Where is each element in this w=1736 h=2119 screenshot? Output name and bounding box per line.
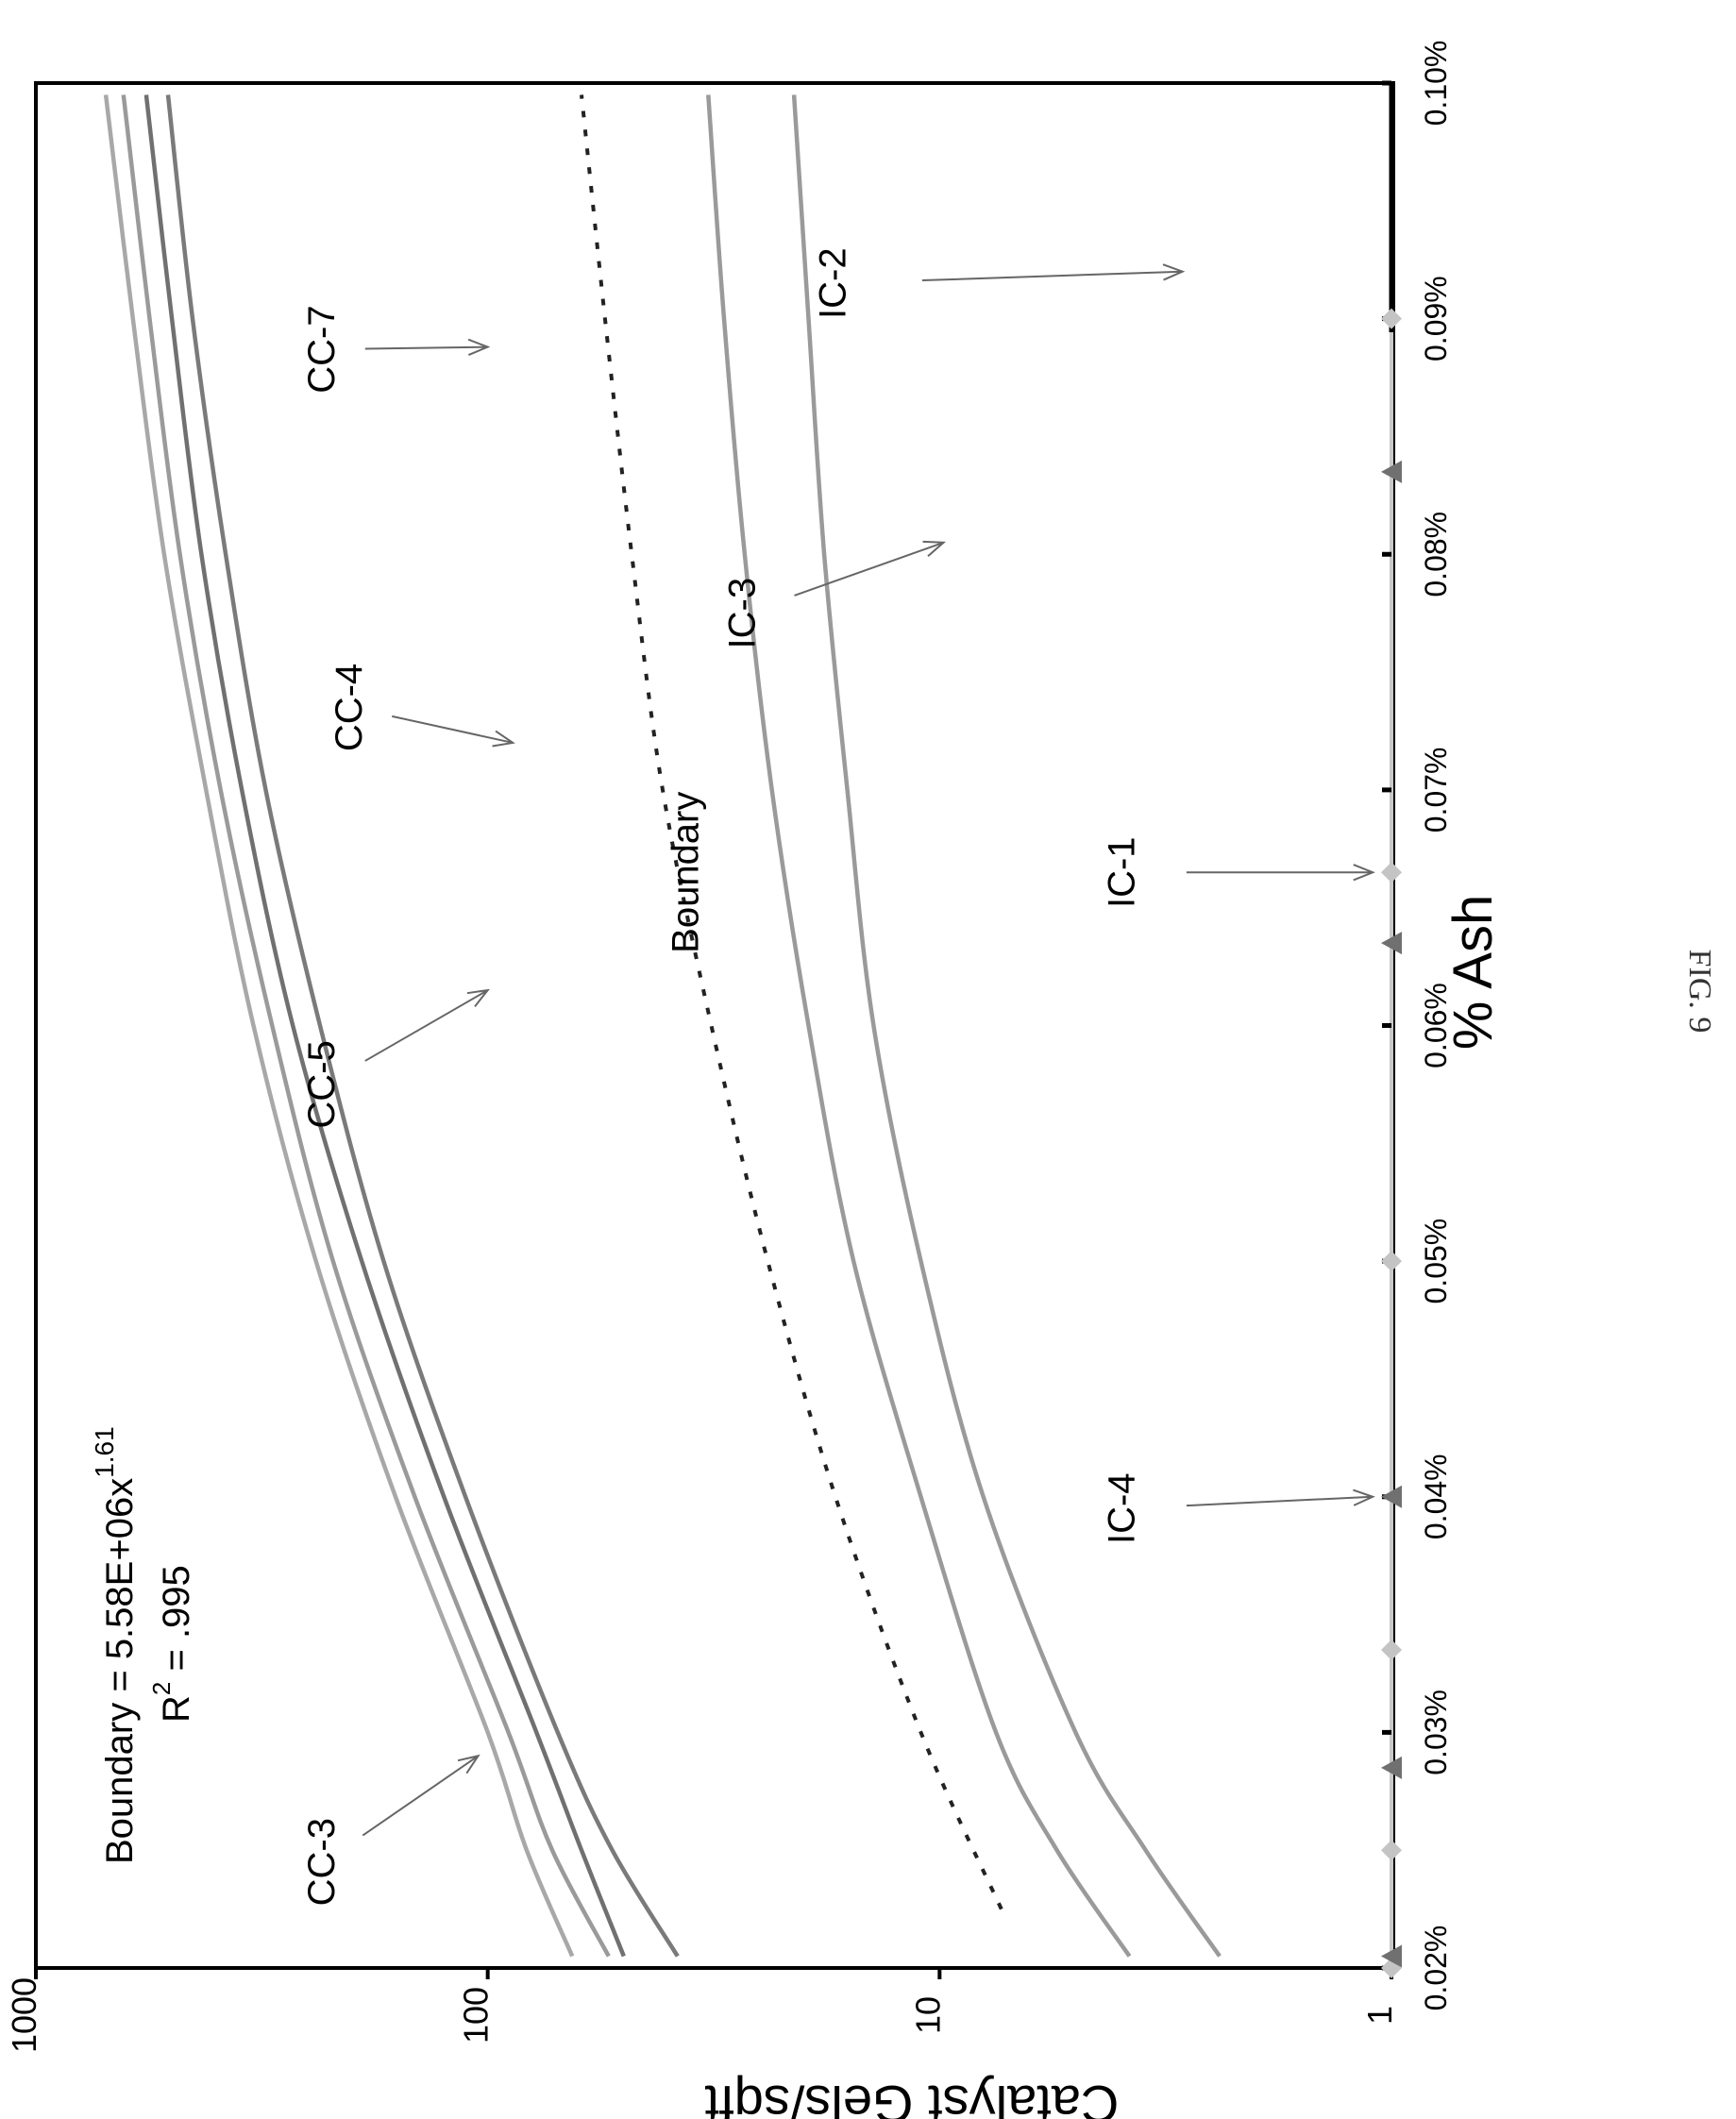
annotation-arrowhead (466, 988, 491, 1007)
annotations: CC-3 CC-5 CC-4 CC-7 Boundary IC-3 IC-2 IC-1 IC-4 (301, 247, 1375, 1906)
x-tick-label: 0.08% (1419, 512, 1453, 597)
annotation-arrow (364, 989, 489, 1062)
annotation-label-ic-2: IC-2 (813, 247, 854, 319)
y-axis-title: Catalyst Gels/sqft (704, 2075, 1119, 2119)
figure-caption: FIG. 9 (1682, 949, 1717, 1034)
equation-line-2: R2 = .995 (147, 1565, 197, 1723)
x-axis-title: % Ash (1442, 895, 1504, 1050)
y-tick-label: 1 (1360, 2006, 1399, 2025)
data-point-diamond (1381, 308, 1402, 329)
x-tick-label: 0.07% (1419, 748, 1453, 833)
series-line-cc-5 (121, 94, 611, 1958)
x-ticks: 0.02% 0.03% 0.04% 0.05% 0.06% 0.07% 0.08% 0.09%… (1382, 41, 1453, 2011)
data-point-diamond (1381, 1840, 1402, 1861)
annotation-label-cc-4: CC-4 (329, 664, 370, 751)
annotation-arrowhead (1162, 263, 1186, 281)
annotation-arrow (392, 715, 514, 744)
data-point-diamond (1381, 862, 1402, 883)
equation-exponent: 1.61 (90, 1426, 119, 1478)
x-tick-label: 0.09% (1419, 276, 1453, 362)
annotation-arrow (364, 345, 488, 350)
equation-main: Boundary = 5.58E+06x (99, 1478, 141, 1864)
y-ticks: 1 10 100 1000 (5, 1968, 1399, 2053)
y-tick-label: 100 (457, 1987, 496, 2043)
annotation-label-ic-3: IC-3 (721, 578, 763, 649)
x-tick-label: 0.02% (1419, 1926, 1453, 2011)
annotation-arrowhead (1353, 864, 1375, 882)
annotation-arrowhead (922, 540, 947, 558)
data-point-diamond (1381, 1251, 1402, 1272)
series-line-cc-7 (165, 94, 680, 1958)
r-squared-value: = .995 (156, 1565, 197, 1681)
series-line-cc-4 (143, 94, 626, 1958)
data-point-diamond (1381, 1640, 1402, 1661)
annotation-label-cc-3: CC-3 (301, 1818, 343, 1906)
plot-frame (34, 81, 1395, 1970)
series-lines (103, 94, 1222, 1958)
annotation-label-boundary: Boundary (666, 792, 707, 953)
y-tick-label: 1000 (5, 1977, 43, 2053)
annotation-arrowhead (457, 1754, 480, 1774)
data-point-triangle (1381, 1944, 1402, 1968)
axis-data-points (1381, 308, 1402, 1978)
equation: Boundary = 5.58E+06x1.61 R2 = .995 (90, 1426, 197, 1864)
equation-line-1: Boundary = 5.58E+06x1.61 (90, 1426, 141, 1864)
annotation-label-ic-1: IC-1 (1102, 836, 1143, 908)
annotation-arrow (794, 541, 944, 597)
data-point-triangle (1381, 1756, 1402, 1779)
annotation-arrowhead (467, 338, 491, 356)
series-line-boundary (580, 94, 1003, 1910)
annotation-label-cc-5: CC-5 (301, 1040, 343, 1128)
r-squared-exponent: 2 (147, 1682, 176, 1695)
x-tick-label: 0.04% (1419, 1454, 1453, 1539)
y-tick-label: 10 (908, 1996, 947, 2034)
annotation-label-cc-7: CC-7 (301, 305, 343, 393)
annotation-arrow (362, 1755, 480, 1837)
annotation-label-ic-4: IC-4 (1102, 1472, 1143, 1544)
x-tick-label: 0.05% (1419, 1219, 1453, 1304)
x-tick-label: 0.06% (1419, 983, 1453, 1068)
x-tick-label: 0.03% (1419, 1690, 1453, 1775)
data-point-triangle (1381, 932, 1402, 955)
annotation-arrow (1186, 1495, 1374, 1507)
series-line-cc-3 (103, 94, 575, 1958)
series-line-ic-3 (706, 94, 1132, 1958)
r-squared-label: R (156, 1695, 197, 1723)
x-tick-label: 0.10% (1419, 41, 1453, 126)
data-point-triangle (1381, 460, 1402, 483)
data-point-triangle (1381, 1485, 1402, 1508)
series-line-ic-2 (791, 94, 1222, 1958)
annotation-arrowhead (1353, 1488, 1375, 1506)
annotation-arrow (921, 270, 1183, 282)
annotation-arrowhead (492, 730, 515, 748)
